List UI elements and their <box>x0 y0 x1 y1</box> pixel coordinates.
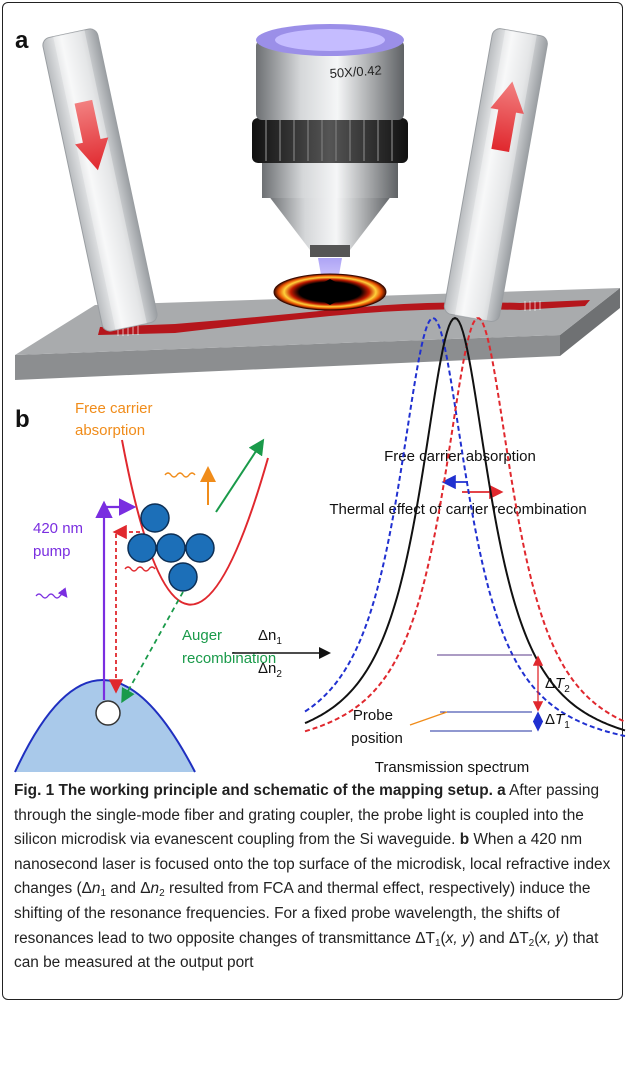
objective <box>252 24 408 257</box>
electron <box>186 534 214 562</box>
caption-label: a <box>497 782 506 799</box>
spectrum-curves <box>305 318 625 736</box>
panel-b: b Free carrier absorption 420 nm pump Au… <box>15 318 625 776</box>
symbol: Δ <box>545 675 555 692</box>
caption-text: T <box>519 930 528 947</box>
shape <box>252 118 408 163</box>
caption-text: and Δ <box>110 880 150 897</box>
resonance-curve <box>305 318 625 736</box>
fiber-right <box>443 27 549 322</box>
label-line: Free carrier <box>75 400 153 417</box>
fca-right-label: Free carrier absorption <box>384 448 536 465</box>
symbol: Δn <box>258 627 276 644</box>
caption-italic: n <box>151 880 160 897</box>
fca-wave <box>165 473 195 477</box>
thermal-wave <box>125 567 155 571</box>
electron <box>141 504 169 532</box>
delta-n2-label: Δn2 <box>258 660 282 680</box>
electron <box>157 534 185 562</box>
caption-label: b <box>460 831 469 848</box>
panel-label: a <box>15 27 29 54</box>
caption-text: T <box>426 930 435 947</box>
subscript: 2 <box>276 669 282 680</box>
page: html, body { margin: 0; padding: 0; back… <box>0 0 627 1065</box>
hole <box>96 701 120 725</box>
caption-italic: x, y <box>539 930 563 947</box>
caption-subscript: 1 <box>100 888 106 899</box>
page-body: {"panel_a": {"label": "a", "objective_la… <box>0 0 627 1065</box>
label-line: 420 nm <box>33 520 83 537</box>
subscript: 1 <box>564 720 570 731</box>
auger-dashed <box>123 592 183 700</box>
electron <box>128 534 156 562</box>
pump-wave <box>36 594 66 598</box>
shape <box>262 160 398 198</box>
subscript: 2 <box>564 684 570 695</box>
shape <box>268 195 392 250</box>
symbol: Δn <box>258 660 276 677</box>
label-line: Probe <box>353 707 393 724</box>
label-line: Auger <box>182 627 222 644</box>
panel-label: b <box>15 406 30 433</box>
thermal-effect-label: Thermal effect of carrier recombination <box>329 501 586 518</box>
probe-position-label: Probe position <box>351 707 403 747</box>
figure-caption: Fig. 1 The working principle and schemat… <box>14 779 618 976</box>
free-carrier-absorption-label: Free carrier absorption <box>75 400 157 439</box>
delta-t1-label: ΔT1 <box>545 711 570 731</box>
caption-italic: x, y <box>446 930 470 947</box>
caption-title: Fig. 1 The working principle and schemat… <box>14 782 493 799</box>
transmission-spectrum-label: Transmission spectrum <box>375 759 529 776</box>
pump-label: 420 nm pump <box>33 520 87 560</box>
resonance-curve <box>305 318 625 731</box>
probe-pointer <box>410 712 447 725</box>
label-line: absorption <box>75 422 145 439</box>
panel-a: 50X/0.42 a <box>15 24 620 380</box>
shape <box>310 245 350 257</box>
electron <box>169 563 197 591</box>
label-line: pump <box>33 543 71 560</box>
fiber-left <box>41 27 158 332</box>
shape <box>275 29 385 51</box>
caption-text: ) and Δ <box>470 930 520 947</box>
delta-t2-label: ΔT2 <box>545 675 570 695</box>
label-line: position <box>351 730 403 747</box>
symbol: Δ <box>545 711 555 728</box>
resonance-curve <box>305 318 625 730</box>
subscript: 1 <box>276 636 282 647</box>
delta-n1-label: Δn1 <box>258 627 282 647</box>
caption-subscript: 2 <box>159 888 165 899</box>
